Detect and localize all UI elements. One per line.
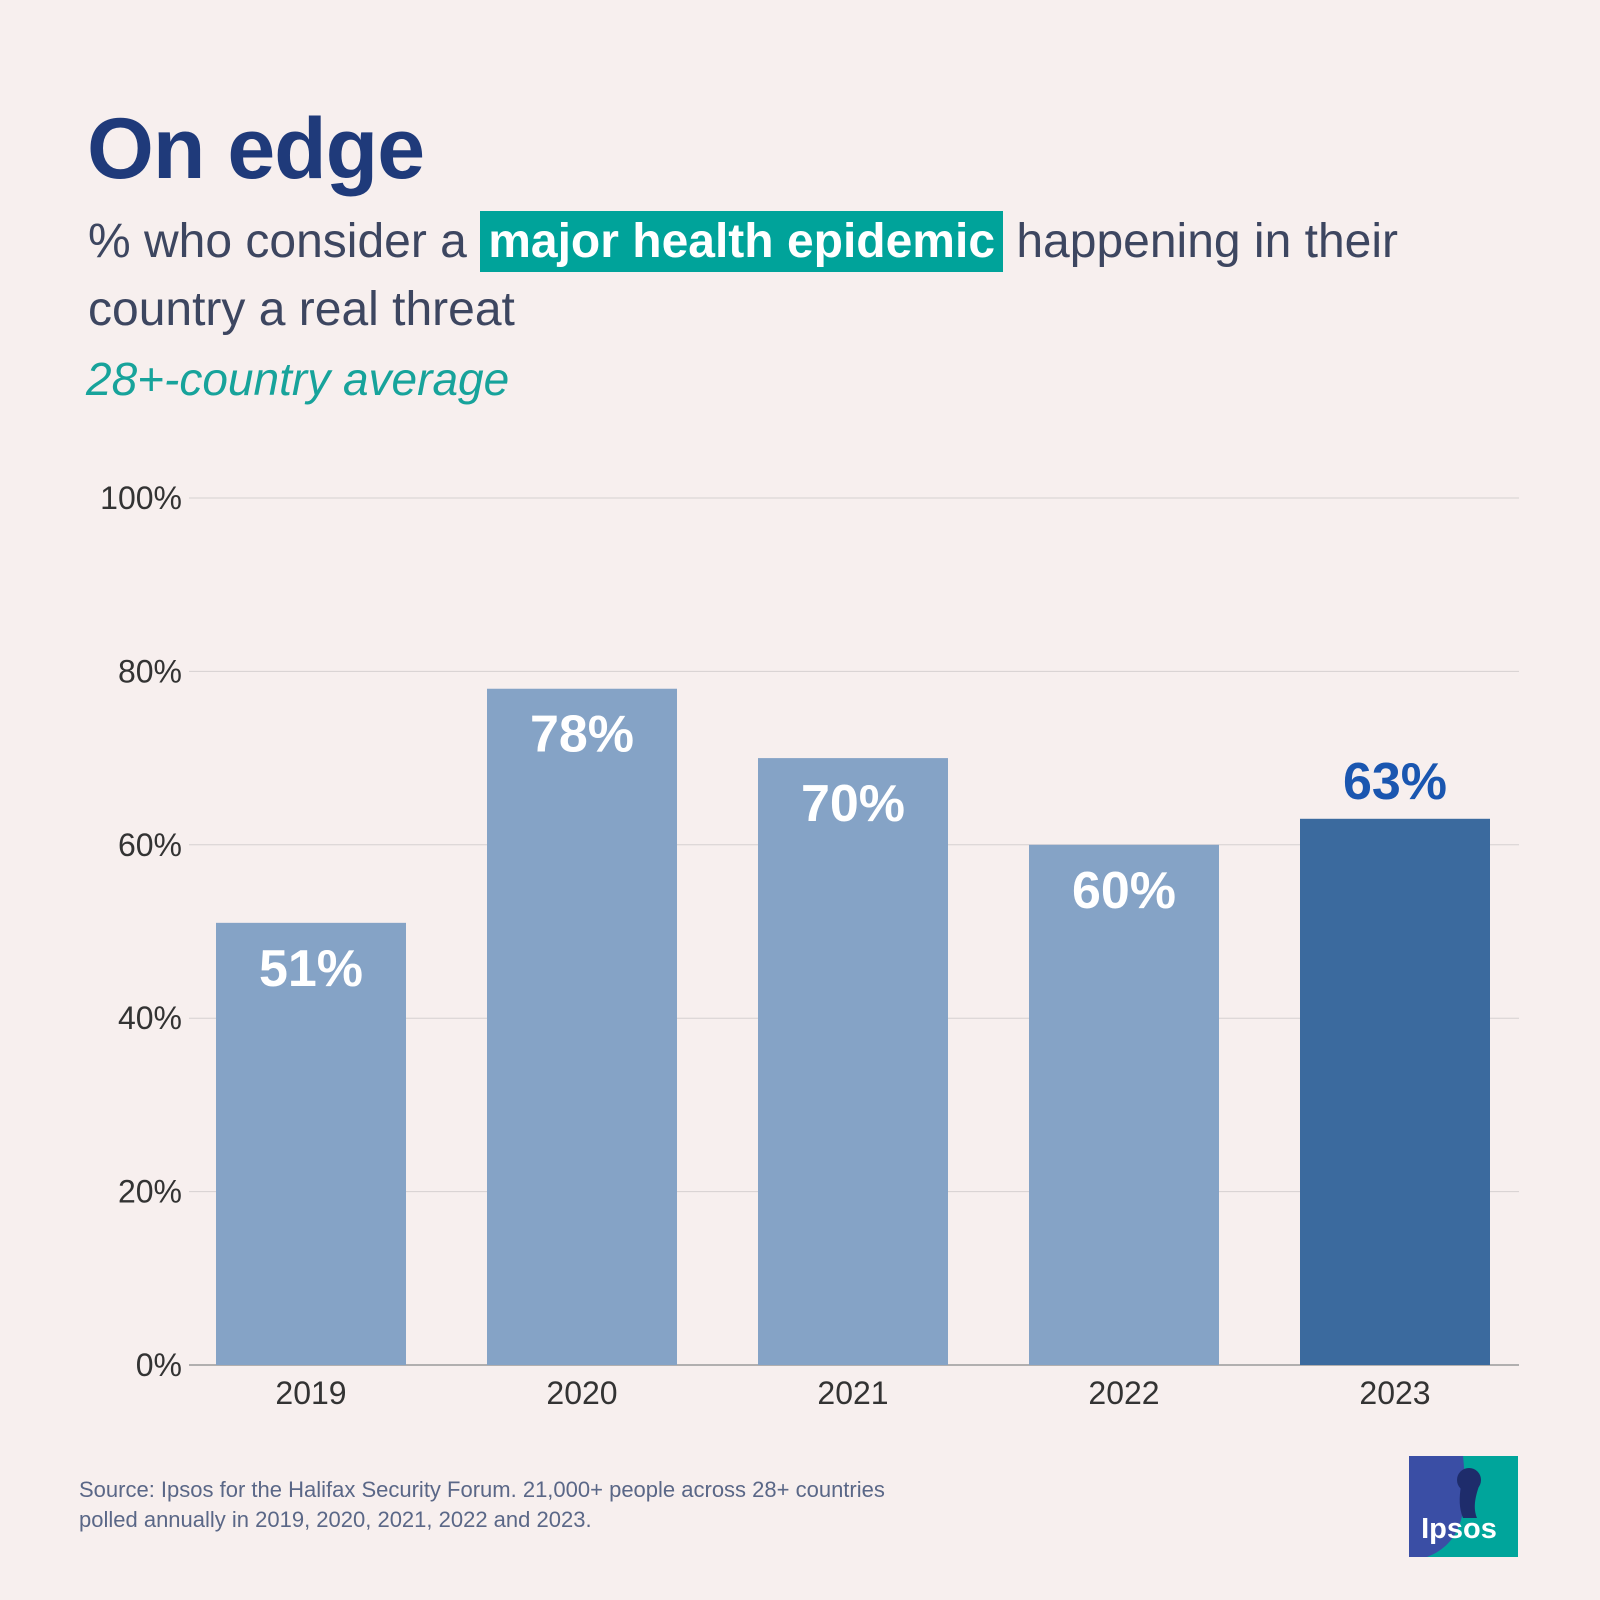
chart-subtitle: % who consider a major health epidemic h… [88,208,1518,344]
chart-title: On edge [87,101,425,197]
value-label-2023: 63% [1343,753,1447,811]
bar-2020 [487,688,677,1365]
x-tick-label-2020: 2020 [546,1375,617,1411]
source-line-2: polled annually in 2019, 2020, 2021, 202… [79,1507,592,1532]
bar-2021 [758,758,948,1365]
x-axis-ticks: 2019 2020 2021 2022 2023 [275,1375,1430,1411]
y-tick-label: 40% [118,1000,182,1036]
x-tick-label-2022: 2022 [1088,1375,1159,1411]
source-line-1: Source: Ipsos for the Halifax Security F… [79,1477,885,1502]
logo-profile-icon [1457,1468,1481,1518]
y-tick-label: 60% [118,827,182,863]
value-label-2020: 78% [530,706,634,764]
value-label-2021: 70% [801,775,905,833]
bar-2019 [216,922,406,1365]
value-label-2019: 51% [259,940,363,998]
x-tick-label-2019: 2019 [275,1375,346,1411]
y-axis-ticks: 0% 20% 40% 60% 80% 100% [100,480,182,1383]
subtitle-text-before: % who consider a [88,215,481,268]
value-labels: 51% 78% 70% 60% 63% [259,706,1447,998]
x-tick-label-2023: 2023 [1359,1375,1430,1411]
subtitle-text-after: happening in their country a real threat [88,215,1398,336]
bar-chart: 0%20%40%60%80%100% 51%78%70%60%63% 2019 2… [100,480,1519,1411]
y-tick-label: 20% [118,1174,182,1210]
x-tick-label-2021: 2021 [817,1375,888,1411]
subtitle-highlight: major health epidemic [480,211,1004,272]
bars [216,688,1490,1365]
logo-text: Ipsos [1421,1513,1497,1545]
bar-2023 [1300,818,1490,1365]
ipsos-logo: Ipsos [1409,1456,1518,1557]
bar-2022 [1029,844,1219,1365]
source-note: Source: Ipsos for the Halifax Security F… [79,1475,979,1535]
y-tick-label: 0% [136,1347,182,1383]
chart-note: 28+-country average [86,353,510,405]
y-tick-label: 80% [118,653,182,689]
y-tick-label: 100% [100,480,182,516]
value-label-2022: 60% [1072,862,1176,920]
